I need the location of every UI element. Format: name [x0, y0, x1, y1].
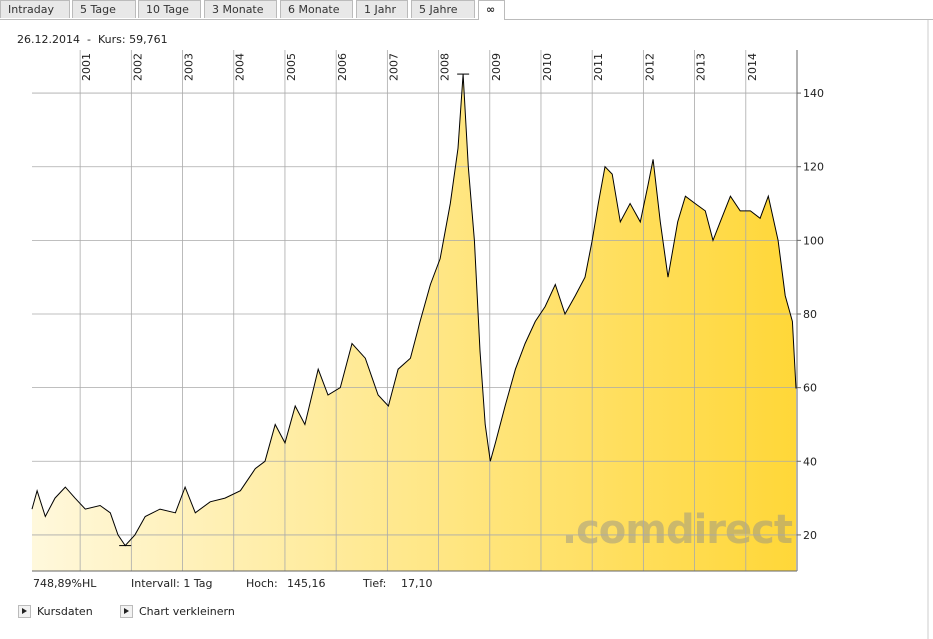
high-label: Hoch:: [246, 577, 278, 590]
price: 59,761: [129, 33, 168, 46]
performance: 748,89%HL: [33, 577, 97, 590]
watermark: .comdirect: [562, 507, 793, 553]
button-icon[interactable]: [120, 605, 133, 618]
high-value: 145,16: [287, 577, 326, 590]
x-tick-label: 2014: [746, 53, 759, 81]
x-tick-label: 2008: [439, 53, 452, 81]
low-label: Tief:: [363, 577, 387, 590]
button[interactable]: Chart verkleinern: [139, 605, 235, 618]
x-tick-label: 2002: [131, 53, 144, 81]
price-label: Kurs:: [97, 33, 126, 46]
x-tick-label: 2007: [387, 53, 400, 81]
x-tick-label: 2003: [183, 53, 196, 81]
button[interactable]: Kursdaten: [37, 605, 93, 618]
x-tick-label: 2006: [336, 53, 349, 81]
x-tick-label: 2011: [592, 53, 605, 81]
y-tick-label: 40: [803, 455, 817, 468]
y-tick-label: 80: [803, 308, 817, 321]
tab[interactable]: 5 Tage: [72, 0, 136, 18]
date: 26.12.2014: [17, 33, 80, 46]
tab[interactable]: 5 Jahre: [411, 0, 475, 18]
tab[interactable]: 3 Monate: [204, 0, 277, 18]
x-tick-label: 2009: [490, 53, 503, 81]
y-tick-label: 20: [803, 529, 817, 542]
interval: Intervall: 1 Tag: [131, 577, 213, 590]
tab-bar: Intraday 5 Tage 10 Tage 3 Monate 6 Monate 1 J…: [0, 0, 933, 20]
header: 26.12.2014 - Kurs: 59,761: [17, 33, 168, 46]
button-icon[interactable]: [18, 605, 31, 618]
x-tick-label: 2010: [541, 53, 554, 81]
x-tick-label: 2001: [80, 53, 93, 81]
x-tick-label: 2004: [234, 53, 247, 81]
tab[interactable]: 6 Monate: [280, 0, 353, 18]
x-tick-label: 2013: [695, 53, 708, 81]
y-tick-label: 140: [803, 87, 824, 100]
y-tick-label: 60: [803, 382, 817, 395]
tab[interactable]: ∞: [478, 0, 505, 20]
area: [32, 74, 796, 571]
y-tick-label: 120: [803, 161, 824, 174]
separator: -: [86, 33, 91, 46]
tab[interactable]: 10 Tage: [138, 0, 201, 18]
x-tick-label: 2005: [285, 53, 298, 81]
x-tick-label: 2012: [643, 53, 656, 81]
tab[interactable]: Intraday: [0, 0, 70, 18]
y-tick-label: 100: [803, 234, 824, 247]
price-line: [31, 74, 797, 547]
tab[interactable]: 1 Jahr: [356, 0, 408, 18]
low-value: 17,10: [401, 577, 433, 590]
